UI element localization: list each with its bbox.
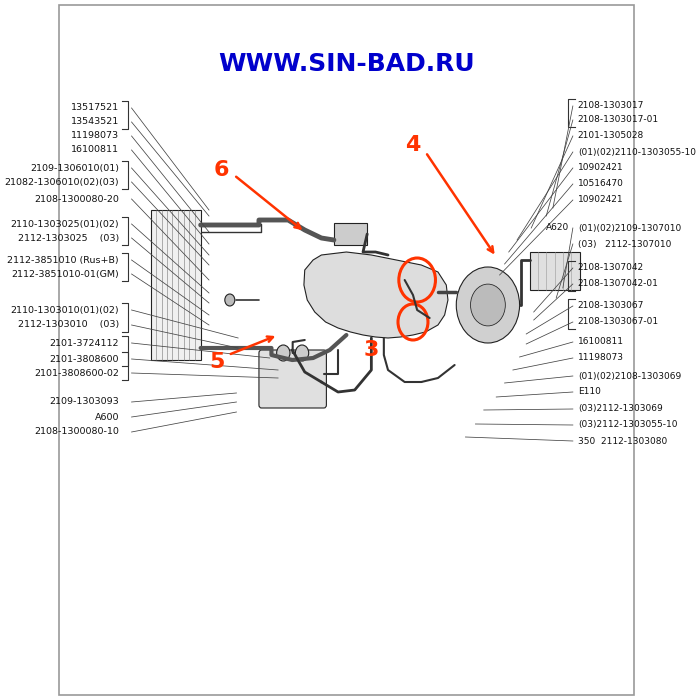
Text: A620: A620 xyxy=(546,223,570,232)
Text: 13543521: 13543521 xyxy=(71,118,119,127)
Text: (01)(02)2109-1307010: (01)(02)2109-1307010 xyxy=(578,223,681,232)
Circle shape xyxy=(276,345,290,361)
Text: 2101-3724112: 2101-3724112 xyxy=(50,339,119,347)
Text: 13517521: 13517521 xyxy=(71,104,119,113)
Text: (03)2112-1303055-10: (03)2112-1303055-10 xyxy=(578,421,678,430)
Circle shape xyxy=(295,345,309,361)
Text: 2108-1303017-01: 2108-1303017-01 xyxy=(578,116,659,125)
Text: (01)(02)2110-1303055-10: (01)(02)2110-1303055-10 xyxy=(578,148,696,157)
Text: 11198073: 11198073 xyxy=(71,132,119,141)
Text: 21082-1306010(02)(03): 21082-1306010(02)(03) xyxy=(4,178,119,186)
Text: 2108-1300080-10: 2108-1300080-10 xyxy=(34,428,119,437)
Text: 16100811: 16100811 xyxy=(71,146,119,155)
Bar xyxy=(530,252,580,290)
Text: 11198073: 11198073 xyxy=(578,354,624,363)
Text: 10902421: 10902421 xyxy=(578,195,624,204)
Text: 2108-1303067-01: 2108-1303067-01 xyxy=(578,318,659,326)
Circle shape xyxy=(470,284,505,326)
Text: (03)   2112-1307010: (03) 2112-1307010 xyxy=(578,239,671,248)
Text: 2109-1303093: 2109-1303093 xyxy=(49,398,119,407)
Text: 2101-3808600: 2101-3808600 xyxy=(50,354,119,363)
Text: 2110-1303025(01)(02): 2110-1303025(01)(02) xyxy=(10,220,119,228)
Circle shape xyxy=(225,294,235,306)
Text: 2112-3851010-01(GM): 2112-3851010-01(GM) xyxy=(11,270,119,279)
Text: 2112-3851010 (Rus+B): 2112-3851010 (Rus+B) xyxy=(8,256,119,265)
Text: 2108-1303067: 2108-1303067 xyxy=(578,302,644,311)
Bar xyxy=(150,210,201,360)
Text: E110: E110 xyxy=(578,388,601,396)
Text: 2108-1307042: 2108-1307042 xyxy=(578,263,644,272)
Text: 2112-1303025    (03): 2112-1303025 (03) xyxy=(18,234,119,242)
Text: WWW.SIN-BAD.RU: WWW.SIN-BAD.RU xyxy=(218,52,475,76)
Text: 2109-1306010(01): 2109-1306010(01) xyxy=(30,164,119,172)
Text: 2112-1303010    (03): 2112-1303010 (03) xyxy=(18,321,119,330)
Text: 350  2112-1303080: 350 2112-1303080 xyxy=(578,437,667,445)
Bar xyxy=(334,223,368,245)
Text: 2101-3808600-02: 2101-3808600-02 xyxy=(34,368,119,377)
FancyBboxPatch shape xyxy=(259,350,326,408)
Text: 16100811: 16100811 xyxy=(578,337,624,346)
Text: 10516470: 10516470 xyxy=(578,179,624,188)
Text: 5: 5 xyxy=(209,352,225,372)
Text: 2108-1300080-20: 2108-1300080-20 xyxy=(34,195,119,204)
Text: 3: 3 xyxy=(364,340,379,360)
Text: 2101-1305028: 2101-1305028 xyxy=(578,132,644,141)
Circle shape xyxy=(456,267,519,343)
Text: 4: 4 xyxy=(405,135,421,155)
Text: A600: A600 xyxy=(94,412,119,421)
Text: (03)2112-1303069: (03)2112-1303069 xyxy=(578,405,663,414)
Polygon shape xyxy=(304,252,448,338)
Text: 2108-1307042-01: 2108-1307042-01 xyxy=(578,279,659,288)
Text: (01)(02)2108-1303069: (01)(02)2108-1303069 xyxy=(578,372,681,381)
Text: 2108-1303017: 2108-1303017 xyxy=(578,102,644,111)
Text: 10902421: 10902421 xyxy=(578,164,624,172)
Text: 2110-1303010(01)(02): 2110-1303010(01)(02) xyxy=(10,305,119,314)
Text: 6: 6 xyxy=(214,160,229,180)
